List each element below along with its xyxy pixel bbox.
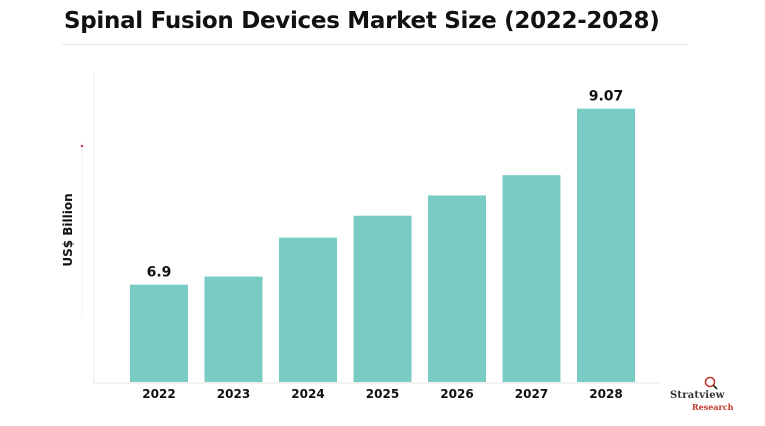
logo-text-research: Research (692, 402, 734, 412)
x-tick-labels: 2022 2023 2024 2025 2026 2027 2028 (142, 387, 622, 401)
chart-title: Spinal Fusion Devices Market Size (2022-… (64, 8, 660, 34)
bar-2022 (130, 284, 188, 382)
company-logo: Stratview Research (668, 374, 748, 418)
x-tick-label: 2028 (589, 387, 622, 401)
title-divider (62, 44, 688, 45)
logo-magnifier-icon (704, 376, 718, 390)
bar-2024 (279, 237, 337, 382)
x-tick-label: 2023 (217, 387, 250, 401)
bar-2023 (204, 276, 263, 382)
x-tick-label: 2025 (366, 387, 399, 401)
bar-2028 (577, 108, 635, 383)
bar-2026 (428, 195, 486, 382)
bars-group (130, 108, 635, 383)
bar-2025 (353, 215, 412, 382)
x-tick-label: 2022 (142, 387, 175, 401)
x-tick-label: 2024 (291, 387, 324, 401)
data-label-2022: 6.9 (147, 265, 172, 281)
y-axis-marker (80, 144, 84, 148)
logo-text-stratview: Stratview (670, 390, 725, 401)
data-label-2028: 9.07 (589, 89, 624, 105)
bar-2027 (502, 175, 561, 382)
x-tick-label: 2027 (515, 387, 548, 401)
data-labels: 6.9 9.07 (147, 89, 624, 281)
axes (80, 72, 660, 384)
x-tick-label: 2026 (440, 387, 473, 401)
